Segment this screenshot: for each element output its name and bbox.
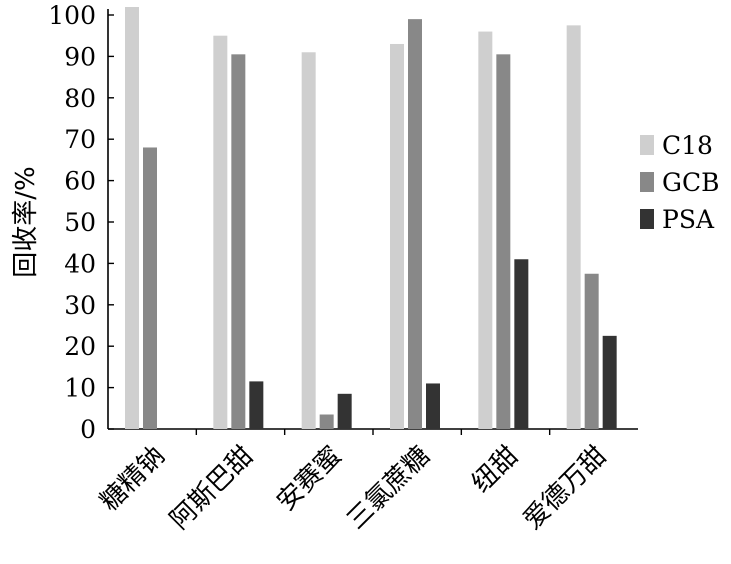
legend-label-c18: C18 bbox=[662, 131, 713, 160]
x-category-label: 爱德万甜 bbox=[518, 441, 613, 536]
bar-gcb bbox=[584, 273, 599, 429]
bar-c18 bbox=[301, 52, 316, 429]
x-category-label: 安赛蜜 bbox=[271, 441, 347, 517]
bar-psa bbox=[602, 335, 617, 429]
bar-gcb bbox=[143, 147, 157, 430]
bar-c18 bbox=[566, 25, 581, 429]
x-category-label: 糖精钠 bbox=[95, 441, 171, 517]
legend-swatch-psa bbox=[640, 209, 654, 229]
bar-c18 bbox=[213, 35, 228, 429]
legend-label-gcb: GCB bbox=[662, 168, 719, 197]
legend-label-psa: PSA bbox=[662, 205, 715, 234]
y-tick-label: 50 bbox=[64, 208, 96, 237]
y-tick-label: 70 bbox=[64, 125, 96, 154]
bar-gcb bbox=[408, 19, 422, 429]
y-tick-label: 80 bbox=[64, 84, 96, 113]
y-tick-label: 20 bbox=[64, 332, 96, 361]
y-tick-label: 0 bbox=[80, 415, 96, 444]
y-axis-title: 回收率/% bbox=[11, 166, 41, 277]
y-tick-label: 10 bbox=[64, 374, 96, 403]
bars bbox=[125, 7, 617, 430]
y-tick-label: 100 bbox=[48, 1, 96, 30]
y-tick-label: 90 bbox=[64, 42, 96, 71]
legend: C18 GCB PSA bbox=[640, 131, 719, 234]
bar-gcb bbox=[496, 54, 511, 430]
bar-c18 bbox=[125, 7, 139, 429]
bar-c18 bbox=[478, 31, 493, 430]
x-category-label: 阿斯巴甜 bbox=[165, 441, 260, 536]
y-tick-labels: 0 10 20 30 40 50 60 70 80 90 100 bbox=[48, 1, 96, 444]
x-category-label: 三氯蔗糖 bbox=[341, 441, 436, 536]
y-tick-label: 30 bbox=[64, 291, 96, 320]
bar-psa bbox=[249, 381, 264, 429]
x-category-label: 纽甜 bbox=[466, 441, 524, 499]
bar-psa bbox=[337, 393, 352, 429]
legend-swatch-gcb bbox=[640, 172, 654, 192]
bar-gcb bbox=[319, 414, 334, 429]
axes bbox=[107, 9, 638, 435]
bar-gcb bbox=[231, 54, 246, 430]
bar-psa bbox=[426, 383, 440, 429]
y-tick-label: 60 bbox=[64, 167, 96, 196]
legend-swatch-c18 bbox=[640, 135, 654, 155]
bar-psa bbox=[514, 259, 529, 429]
y-tick-label: 40 bbox=[64, 249, 96, 278]
bar-c18 bbox=[390, 43, 404, 429]
